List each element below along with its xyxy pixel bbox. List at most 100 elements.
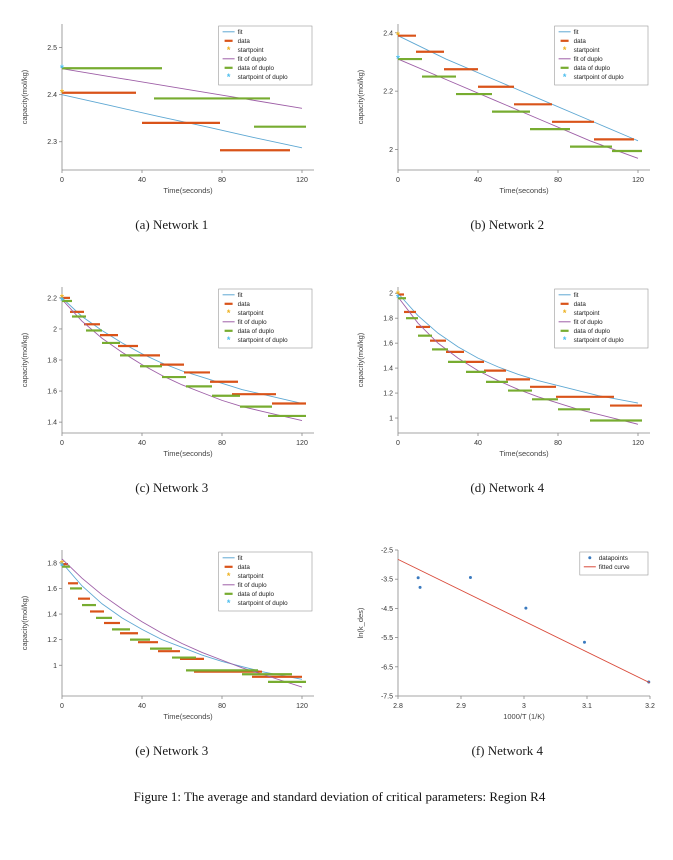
- svg-text:80: 80: [218, 177, 226, 184]
- svg-text:*: *: [562, 308, 566, 318]
- svg-text:*: *: [396, 31, 400, 42]
- svg-text:1.2: 1.2: [383, 391, 393, 398]
- svg-text:0: 0: [396, 440, 400, 447]
- svg-text:3: 3: [522, 703, 526, 710]
- figure-caption: Figure 1: The average and standard devia…: [133, 789, 546, 804]
- subplot-a: 0 40 80 120 2.3 2.4 2.5 Time(seconds) capacity(m…: [16, 14, 328, 233]
- svg-text:startpoint of duplo: startpoint of duplo: [573, 74, 624, 81]
- svg-text:data of duplo: data of duplo: [238, 65, 275, 72]
- svg-text:2.2: 2.2: [383, 89, 393, 96]
- subplot-b: 0 40 80 120 2 2.2 2.4 Time(seconds) capacity(mol…: [351, 14, 664, 233]
- subplot-f: 2.8 2.9 3 3.1 3.2 -7.5 -6.5 -5.5 -4.5 -3.5 -2.5 100…: [351, 540, 664, 759]
- svg-text:*: *: [60, 63, 64, 74]
- svg-text:startpoint: startpoint: [573, 47, 599, 54]
- svg-text:-3.5: -3.5: [380, 577, 392, 584]
- svg-text:*: *: [227, 571, 231, 581]
- svg-text:*: *: [227, 45, 231, 55]
- svg-text:*: *: [227, 598, 231, 608]
- svg-text:1: 1: [53, 663, 57, 670]
- svg-text:40: 40: [138, 177, 146, 184]
- svg-text:data: data: [573, 38, 586, 45]
- svg-text:2: 2: [389, 291, 393, 298]
- svg-text:fit: fit: [238, 292, 243, 299]
- chart-network-2: 0 40 80 120 2 2.2 2.4 Time(seconds) capacity(mol…: [351, 14, 658, 214]
- chart-network-3-duplicate: 0 40 80 120 1 1.2 1.4 1.6 1.8 Time(seconds) capaci…: [16, 540, 322, 740]
- svg-text:*: *: [227, 308, 231, 318]
- svg-text:startpoint: startpoint: [573, 310, 599, 317]
- svg-text:0: 0: [60, 440, 64, 447]
- subplot-c-caption: (c) Network 3: [135, 480, 209, 495]
- svg-text:1.6: 1.6: [383, 341, 393, 348]
- svg-text:capacity(mol/kg): capacity(mol/kg): [20, 595, 29, 650]
- svg-text:data: data: [573, 301, 586, 308]
- svg-text:-5.5: -5.5: [380, 635, 392, 642]
- svg-text:capacity(mol/kg): capacity(mol/kg): [20, 69, 29, 124]
- svg-text:*: *: [562, 45, 566, 55]
- svg-text:fit of duplo: fit of duplo: [573, 56, 603, 63]
- svg-text:*: *: [227, 72, 231, 82]
- svg-text:40: 40: [138, 703, 146, 710]
- svg-text:1.6: 1.6: [47, 586, 57, 593]
- svg-text:80: 80: [554, 440, 562, 447]
- svg-text:*: *: [562, 335, 566, 345]
- subplot-d: 0 40 80 120 1 1.2 1.4 1.6 1.8 2 Time(seconds) capac…: [351, 277, 664, 496]
- svg-text:Time(seconds): Time(seconds): [499, 449, 549, 458]
- svg-text:startpoint: startpoint: [238, 310, 264, 317]
- svg-text:1.6: 1.6: [47, 389, 57, 396]
- svg-text:2.4: 2.4: [47, 92, 57, 99]
- svg-text:2.4: 2.4: [383, 30, 393, 37]
- svg-text:0: 0: [60, 177, 64, 184]
- svg-text:fitted curve: fitted curve: [598, 564, 629, 571]
- chart-network-1: 0 40 80 120 2.3 2.4 2.5 Time(seconds) capacity(m…: [16, 14, 322, 214]
- svg-text:fit: fit: [573, 29, 578, 36]
- svg-text:1.4: 1.4: [47, 612, 57, 619]
- svg-text:1.8: 1.8: [47, 560, 57, 567]
- svg-text:data of duplo: data of duplo: [573, 65, 610, 72]
- svg-text:-4.5: -4.5: [380, 606, 392, 613]
- svg-text:*: *: [227, 335, 231, 345]
- svg-text:*: *: [60, 88, 64, 99]
- svg-text:1.4: 1.4: [383, 366, 393, 373]
- svg-text:*: *: [396, 293, 400, 304]
- svg-text:fit: fit: [573, 292, 578, 299]
- svg-text:0: 0: [396, 177, 400, 184]
- subplot-c: 0 40 80 120 1.4 1.6 1.8 2 2.2 Time(seconds) capaci…: [16, 277, 328, 496]
- svg-text:120: 120: [296, 703, 308, 710]
- subplot-e-caption: (e) Network 3: [135, 743, 209, 758]
- svg-text:datapoints: datapoints: [598, 555, 627, 562]
- svg-text:1.2: 1.2: [47, 637, 57, 644]
- subplot-a-caption: (a) Network 1: [135, 217, 209, 232]
- svg-text:40: 40: [474, 177, 482, 184]
- svg-text:*: *: [60, 296, 64, 307]
- chart-arrhenius-network-4: 2.8 2.9 3 3.1 3.2 -7.5 -6.5 -5.5 -4.5 -3.5 -2.5 100…: [351, 540, 658, 740]
- svg-text:1.4: 1.4: [47, 420, 57, 427]
- svg-text:fit: fit: [238, 29, 243, 36]
- svg-text:Time(seconds): Time(seconds): [163, 712, 213, 721]
- svg-text:ln(k_des): ln(k_des): [356, 607, 365, 638]
- svg-text:startpoint: startpoint: [238, 47, 264, 54]
- svg-text:startpoint of duplo: startpoint of duplo: [238, 600, 289, 607]
- svg-text:capacity(mol/kg): capacity(mol/kg): [356, 332, 365, 387]
- svg-text:0: 0: [60, 703, 64, 710]
- svg-text:fit: fit: [238, 555, 243, 562]
- svg-text:120: 120: [296, 177, 308, 184]
- subplot-b-caption: (b) Network 2: [470, 217, 545, 232]
- svg-text:-2.5: -2.5: [380, 548, 392, 555]
- figure-grid: 0 40 80 120 2.3 2.4 2.5 Time(seconds) capacity(m…: [16, 14, 663, 759]
- svg-text:capacity(mol/kg): capacity(mol/kg): [20, 332, 29, 387]
- svg-text:*: *: [562, 72, 566, 82]
- svg-text:1000/T (1/K): 1000/T (1/K): [503, 712, 545, 721]
- svg-text:data of duplo: data of duplo: [573, 328, 610, 335]
- svg-text:data of duplo: data of duplo: [238, 591, 275, 598]
- svg-text:fit of duplo: fit of duplo: [238, 56, 268, 63]
- svg-text:120: 120: [296, 440, 308, 447]
- svg-text:1.8: 1.8: [47, 358, 57, 365]
- svg-text:startpoint: startpoint: [238, 573, 264, 580]
- svg-text:40: 40: [138, 440, 146, 447]
- svg-text:-6.5: -6.5: [380, 664, 392, 671]
- svg-text:1: 1: [389, 416, 393, 423]
- svg-text:2: 2: [389, 147, 393, 154]
- svg-text:Time(seconds): Time(seconds): [499, 186, 549, 195]
- svg-text:data: data: [238, 301, 251, 308]
- svg-text:80: 80: [218, 703, 226, 710]
